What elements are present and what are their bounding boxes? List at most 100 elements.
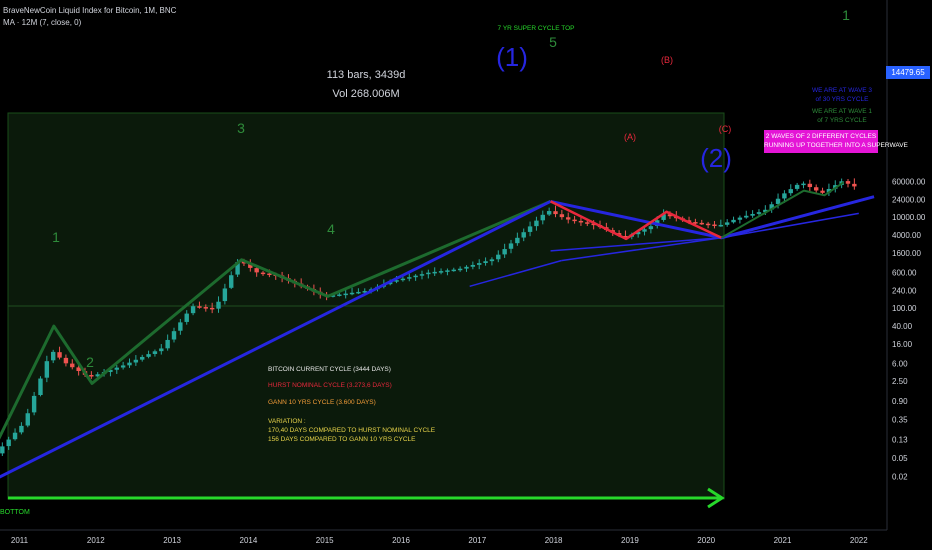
- candle-body: [407, 277, 412, 279]
- candle-body: [356, 291, 361, 294]
- info-line-4: VARIATION :: [268, 418, 306, 425]
- candle-body: [451, 269, 456, 272]
- candle-body: [63, 357, 69, 364]
- candle-body: [159, 348, 164, 352]
- candle-body: [229, 275, 234, 288]
- last-price-tag: 14479.65: [886, 66, 930, 79]
- elliott-wave-line: [0, 200, 552, 440]
- time-axis[interactable]: 2011 2012 2013 2014 2015 2016 2017 2018 2019 2020…: [11, 536, 868, 545]
- wave3-text-1: WE ARE AT WAVE 3: [812, 87, 872, 94]
- candle-body: [108, 369, 113, 372]
- candle-body: [527, 226, 533, 232]
- indicator-legend[interactable]: MA · 12M (7, close, 0): [3, 18, 82, 27]
- candle-body: [724, 222, 730, 225]
- candle-body: [546, 211, 552, 215]
- cycle-length-arrowhead: [707, 487, 725, 509]
- candle-body: [349, 292, 355, 295]
- candle-body: [190, 306, 196, 314]
- candle-body: [750, 213, 755, 216]
- candle-body: [699, 222, 704, 225]
- candle-body: [483, 261, 488, 264]
- candle-body: [133, 359, 139, 363]
- price-tick-label: 0.13: [892, 435, 908, 444]
- candle-body: [775, 198, 781, 204]
- info-line-2: HURST NOMINAL CYCLE (3.273,6 DAYS): [268, 382, 392, 389]
- price-tick-label: 600.00: [892, 269, 917, 278]
- candle-body: [343, 293, 348, 296]
- price-tick-label: 1600.00: [892, 249, 921, 258]
- candle-body: [845, 181, 851, 184]
- candle-body: [801, 183, 806, 186]
- candle-body: [661, 214, 666, 220]
- candle-body: [438, 271, 444, 273]
- candle-body: [400, 278, 406, 281]
- candle-body: [413, 275, 418, 278]
- candle-body: [807, 183, 813, 188]
- candle-body: [76, 367, 81, 372]
- candle-body: [769, 204, 774, 210]
- candle-body: [12, 432, 18, 440]
- candle-body: [152, 351, 158, 354]
- symbol-title[interactable]: BraveNewCoin Liquid Index for Bitcoin, 1…: [3, 6, 177, 15]
- candle-body: [572, 219, 577, 222]
- candle-body: [788, 189, 793, 194]
- candle-body: [260, 272, 266, 275]
- candle-body: [591, 223, 596, 226]
- big-label-1: (1): [496, 42, 528, 72]
- candle-body: [756, 212, 762, 214]
- candle-body: [782, 193, 787, 199]
- abc-label-b: (B): [661, 55, 673, 65]
- abc-label-c: (C): [719, 124, 732, 134]
- time-tick-label: 2016: [392, 536, 410, 545]
- info-line-6: 156 DAYS COMPARED TO GANN 10 YRS CYCLE: [268, 436, 416, 443]
- superwave-note: 2 WAVES OF 2 DIFFERENT CYCLES RUNNING UP…: [764, 130, 908, 153]
- candle-body: [419, 274, 425, 276]
- candle-body: [731, 219, 736, 223]
- abc-correction-line: [549, 200, 722, 241]
- candle-body: [457, 268, 463, 271]
- candle-body: [445, 270, 450, 272]
- candle-body: [89, 375, 94, 377]
- time-tick-label: 2013: [163, 536, 181, 545]
- time-tick-label: 2014: [240, 536, 258, 545]
- time-tick-label: 2021: [774, 536, 792, 545]
- candle-body: [559, 214, 565, 218]
- candle-body: [165, 339, 170, 349]
- candle-body: [712, 224, 717, 227]
- candle-body: [820, 190, 825, 193]
- time-tick-label: 2018: [545, 536, 563, 545]
- price-axis[interactable]: 60000.00 24000.00 10000.00 4000.00 1600.00 60…: [892, 178, 926, 482]
- candle-body: [6, 439, 11, 447]
- new-cycle-wave-line: [720, 181, 845, 239]
- candle-body: [744, 215, 749, 218]
- candle-body: [140, 356, 145, 360]
- candle-body: [521, 232, 526, 238]
- candle-body: [794, 184, 800, 189]
- wave-label-new-1: 1: [842, 7, 850, 23]
- info-line-5: 170,40 DAYS COMPARED TO HURST NOMINAL CY…: [268, 427, 436, 434]
- candle-body: [209, 307, 215, 310]
- price-tick-label: 16.00: [892, 340, 913, 349]
- candle-body: [540, 214, 545, 221]
- candle-body: [19, 425, 24, 433]
- candle-body: [31, 395, 37, 413]
- candle-body: [267, 273, 272, 276]
- time-tick-label: 2017: [468, 536, 486, 545]
- candle-body: [477, 263, 482, 265]
- wave1-text-2: of 7 YRS CYCLE: [817, 117, 867, 124]
- wave-label-1: 1: [52, 229, 60, 245]
- superwave-note-line-1: 2 WAVES OF 2 DIFFERENT CYCLES: [765, 133, 877, 140]
- abc-label-a: (A): [624, 132, 636, 142]
- price-tick-label: 0.05: [892, 454, 908, 463]
- candle-body: [534, 220, 539, 227]
- wave3-text-2: of 30 YRS CYCLE: [816, 96, 870, 103]
- candle-body: [718, 224, 724, 227]
- wave-label-2: 2: [86, 354, 94, 370]
- candle-body: [235, 261, 240, 275]
- candle-body: [553, 211, 558, 215]
- price-tick-label: 2.50: [892, 377, 908, 386]
- candle-body: [178, 322, 183, 331]
- channel-line-lower: [550, 236, 722, 252]
- candle-body: [216, 301, 221, 309]
